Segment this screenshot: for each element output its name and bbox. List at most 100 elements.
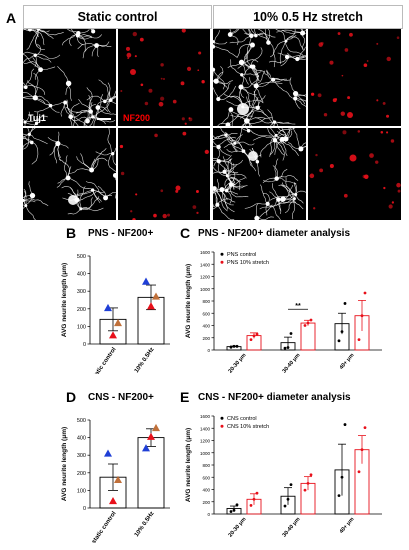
- neurite: [77, 34, 92, 39]
- cell-body: [276, 197, 281, 202]
- nf200-spot: [310, 92, 315, 96]
- nf200-spot: [192, 205, 197, 209]
- nf200-spot: [175, 189, 179, 193]
- neurite: [38, 29, 64, 36]
- neurite: [240, 86, 251, 110]
- cell-body: [29, 192, 36, 199]
- data-point: [289, 332, 293, 335]
- data-point: [109, 496, 117, 505]
- neurite: [23, 118, 26, 123]
- neurite: [229, 35, 252, 44]
- bar: [300, 322, 316, 351]
- header-stretch: 10% 0.5 Hz stretch: [213, 5, 403, 29]
- neurite: [90, 29, 94, 32]
- neurite: [23, 61, 41, 70]
- micrograph-stretch-tuj1-top: [213, 29, 306, 126]
- nf200-spot: [135, 193, 138, 196]
- x-tick-label: 30-40 μm: [282, 516, 302, 538]
- nf200-spot: [181, 117, 185, 121]
- neurite: [25, 68, 35, 88]
- neurite: [227, 173, 247, 179]
- neurite: [279, 40, 287, 64]
- neurite: [92, 189, 102, 202]
- data-point: [255, 491, 259, 495]
- micrograph-static-tuj1-bottom: [23, 128, 116, 220]
- nf200-spot: [186, 66, 192, 71]
- cell-body: [244, 118, 249, 123]
- nf200-spot: [357, 130, 361, 133]
- legend-marker: [220, 252, 224, 256]
- x-tick-label: static control: [91, 346, 118, 374]
- neurite: [107, 128, 113, 154]
- x-tick-label: 10% 0.5Hz: [134, 347, 156, 374]
- neurite: [92, 116, 116, 123]
- cell-body: [33, 53, 37, 57]
- neurite: [83, 120, 88, 126]
- y-tick-label: 100: [77, 324, 86, 330]
- nf200-spot: [390, 139, 395, 143]
- chart-e: 0 200 400 600 800 1000 1200 1400 1600 AVG neurite…: [185, 414, 382, 539]
- neurite: [230, 29, 239, 35]
- neurite: [213, 30, 220, 47]
- micrograph-static-tuj1-top: Tuj1: [23, 29, 116, 126]
- x-tick-label: static control: [91, 510, 118, 543]
- chart-c: 0 200 400 600 800 1000 1200 1400 1600 AVG neurite…: [185, 250, 382, 375]
- neurite: [227, 163, 235, 177]
- neurite: [273, 122, 275, 126]
- y-tick-label: 1400: [200, 426, 211, 431]
- neurite: [24, 122, 26, 126]
- nf200-spot: [318, 42, 323, 47]
- neurite: [297, 46, 306, 60]
- y-tick-label: 400: [77, 272, 86, 278]
- neurite: [252, 66, 268, 76]
- nf200-spot: [160, 96, 165, 101]
- neurite: [234, 128, 243, 144]
- neurite: [282, 29, 303, 34]
- neurite: [47, 101, 66, 106]
- neurite: [85, 181, 106, 199]
- neurite: [60, 102, 66, 117]
- neurite: [80, 207, 104, 212]
- neurite: [243, 120, 247, 126]
- neurite: [80, 153, 92, 171]
- nf200-spot: [167, 213, 170, 217]
- data-point: [249, 504, 253, 507]
- neurite: [23, 204, 26, 206]
- nf200-spot: [382, 101, 386, 105]
- cell-body: [111, 152, 115, 156]
- neurite: [23, 138, 33, 143]
- neurite: [59, 159, 70, 178]
- nf200-spot: [396, 36, 400, 39]
- neurite: [218, 159, 244, 166]
- data-point: [306, 321, 310, 325]
- neurite: [302, 29, 306, 34]
- nf200-spot: [153, 213, 157, 218]
- y-tick-label: 0: [207, 512, 210, 517]
- y-axis-label: AVG neurite length (μm): [61, 263, 68, 337]
- neurite: [274, 121, 290, 124]
- cell-body: [91, 115, 95, 119]
- neurite: [255, 70, 266, 87]
- nf200-spot: [386, 131, 389, 134]
- y-tick-label: 500: [77, 254, 86, 260]
- nf200-spot: [376, 99, 379, 102]
- neurite: [227, 159, 233, 177]
- neurite: [302, 33, 306, 51]
- neurite: [33, 72, 39, 98]
- neurite: [246, 35, 252, 59]
- neurite: [276, 177, 297, 185]
- nf200-spot: [386, 114, 390, 118]
- neurite: [246, 96, 258, 109]
- neurite: [256, 216, 274, 220]
- cell-body: [79, 207, 83, 211]
- nf200-spot: [366, 60, 369, 62]
- neurite: [218, 146, 231, 156]
- neurite: [23, 95, 36, 99]
- neurite: [221, 189, 235, 213]
- nf200-spot: [313, 207, 316, 210]
- legend-label: CNS 10% stretch: [227, 424, 269, 430]
- data-point: [340, 475, 344, 479]
- neurite: [257, 161, 261, 177]
- neurite: [248, 29, 252, 36]
- chart-b: 0 100 200 300 400 500 AVG neurite length (μm) s…: [61, 254, 170, 374]
